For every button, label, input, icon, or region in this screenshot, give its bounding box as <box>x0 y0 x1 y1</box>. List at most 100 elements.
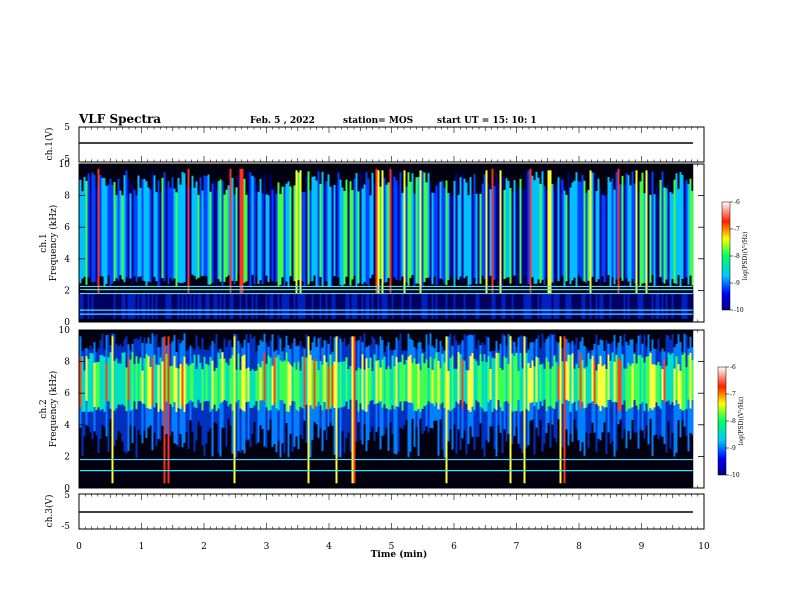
spectrogram-column <box>299 370 302 407</box>
spectrogram-column <box>257 293 260 319</box>
spectrogram-column <box>219 293 222 319</box>
spectrogram-column <box>483 174 486 280</box>
ch2-spectrogram-ylabel-top: ch.2 <box>39 399 49 418</box>
spectrogram-column <box>119 363 122 405</box>
spectrogram-column <box>633 183 636 284</box>
spectrogram-column <box>197 194 200 278</box>
spectrogram-column <box>245 194 248 282</box>
spectrogram-column <box>235 293 238 319</box>
spectrogram-column <box>469 293 472 319</box>
spectrogram-column <box>269 357 272 411</box>
spectrogram-column <box>125 367 128 412</box>
spectrogram-column <box>253 293 256 319</box>
spectrogram-column <box>429 356 432 403</box>
ch1-spectrogram-ylabel-bottom: Frequency (kHz) <box>48 205 59 282</box>
spectrogram-column <box>311 360 314 409</box>
spectrogram-column <box>221 293 224 319</box>
spectrogram-column <box>441 293 444 319</box>
spectrogram-column <box>215 367 218 412</box>
spectrogram-column <box>337 172 340 278</box>
spectrogram-column <box>559 178 562 280</box>
spectrogram-column <box>277 293 280 319</box>
spectrogram-column <box>461 293 464 319</box>
spectrogram-column <box>683 352 686 411</box>
spectrogram-column <box>393 176 396 278</box>
spectrogram-column <box>691 360 694 400</box>
spectrogram-column <box>661 293 664 319</box>
spectrogram-column <box>589 293 592 319</box>
ch1-colorbar: -6 -7 -8 -9 -10 log(PSD)(V²/Hz) <box>721 199 749 314</box>
spectrogram-column <box>487 183 490 282</box>
spectrogram-column <box>413 193 416 287</box>
spectrogram-column <box>567 172 570 281</box>
spectrogram-column <box>517 185 520 281</box>
spectrogram-column <box>433 192 436 277</box>
frequency-tick-label: 2 <box>64 286 70 296</box>
spectrogram-column <box>555 293 558 319</box>
spectrogram-column <box>427 173 430 278</box>
spectrogram-column <box>393 293 396 319</box>
spectrogram-column <box>209 191 212 285</box>
spectrogram-column <box>447 371 450 410</box>
spectrogram-column <box>469 177 472 285</box>
frequency-tick-label: 6 <box>64 223 70 233</box>
spectrogram-column <box>243 354 246 412</box>
spectrogram-column <box>87 173 90 278</box>
spectrogram-column <box>529 368 532 403</box>
spectrogram-column <box>431 192 434 285</box>
spectrogram-column <box>301 356 304 409</box>
spectrogram-column <box>287 361 290 412</box>
spectrogram-column <box>377 360 380 403</box>
spectrogram-column <box>361 293 364 319</box>
spectrogram-column <box>263 174 266 284</box>
spectrogram-column <box>479 353 482 407</box>
spectrogram-column <box>383 356 386 405</box>
spectrogram-column <box>103 293 106 319</box>
spectrogram-column <box>425 293 428 319</box>
spectrogram-column <box>253 370 256 406</box>
spectrogram-column <box>687 184 690 285</box>
spectrogram-column <box>259 293 262 319</box>
spectrogram-column <box>671 193 674 279</box>
spectrogram-column <box>105 293 108 319</box>
spectrogram-column <box>427 368 430 402</box>
ch3-voltage-tick-top: 5 <box>64 491 70 501</box>
spectrogram-column <box>597 364 600 406</box>
spectrogram-column <box>95 293 98 319</box>
spectrogram-column <box>359 293 362 319</box>
spectrogram-column <box>487 293 490 319</box>
spectrogram-column <box>99 174 102 277</box>
spectrogram-column <box>541 293 544 319</box>
spectrogram-column <box>577 293 580 319</box>
spectrogram-column <box>449 293 452 319</box>
spectrogram-column <box>89 177 92 282</box>
spectrogram-column <box>619 293 622 319</box>
spectrogram-column <box>463 293 466 319</box>
spectrogram-column <box>279 360 282 401</box>
spectrogram-column <box>347 369 350 410</box>
spectrogram-column <box>203 175 206 276</box>
spectrogram-column <box>137 363 140 402</box>
spectrogram-column <box>205 363 208 401</box>
frequency-tick-label: 8 <box>64 192 70 202</box>
spectrogram-column <box>505 293 508 319</box>
spectrogram-column <box>161 177 164 279</box>
spectrogram-column <box>269 293 272 319</box>
spectrogram-column <box>575 363 578 411</box>
frequency-tick-label: 0 <box>64 484 70 494</box>
spectrogram-column <box>685 293 688 319</box>
spectrogram-column <box>261 193 264 284</box>
spectrogram-column <box>279 293 282 319</box>
spectrogram-column <box>105 185 108 285</box>
spectrogram-column <box>415 363 418 412</box>
spectrogram-column <box>361 188 364 285</box>
frequency-tick-label: 2 <box>64 452 70 462</box>
spectrogram-column <box>297 361 300 412</box>
spectrogram-column <box>417 177 420 284</box>
spectrogram-column <box>83 293 86 319</box>
spectrogram-column <box>307 171 310 285</box>
spectrogram-column <box>229 358 232 404</box>
spectrogram-column <box>165 293 168 319</box>
spectrogram-column <box>419 370 422 412</box>
spectrogram-column <box>531 293 534 319</box>
